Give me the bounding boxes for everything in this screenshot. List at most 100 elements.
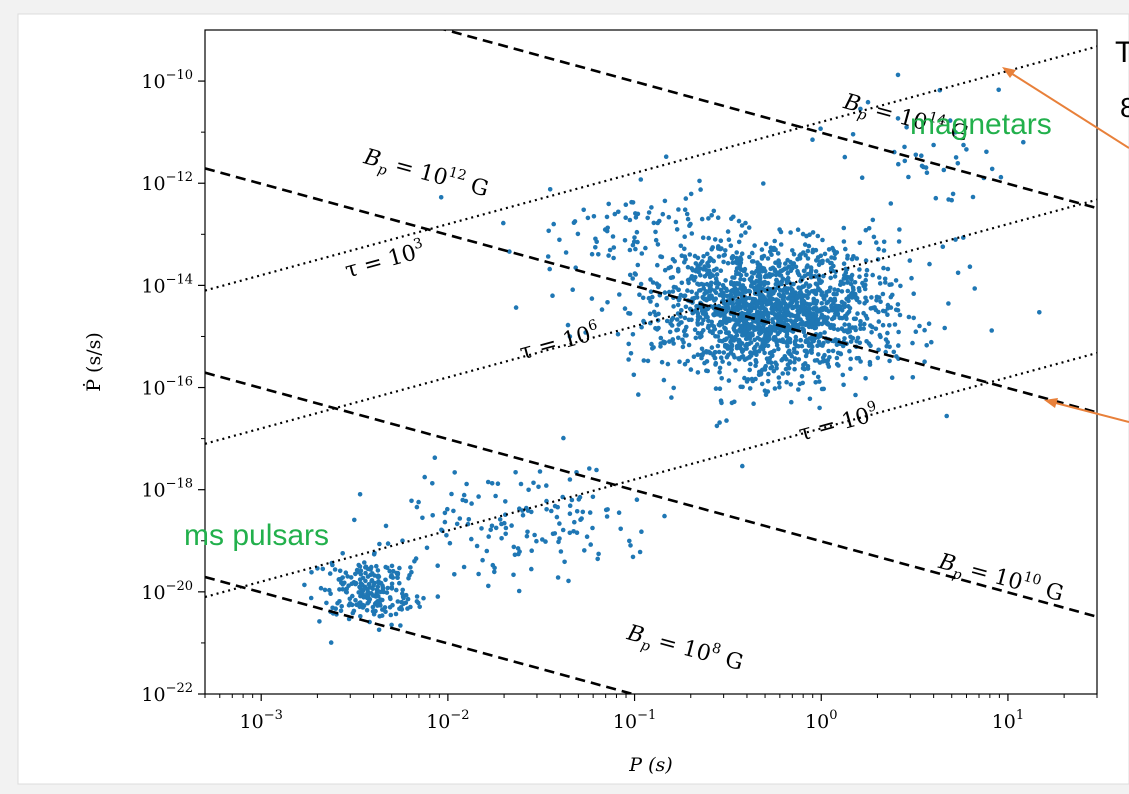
pulsar-point <box>829 255 834 260</box>
pulsar-point <box>767 357 772 363</box>
pulsar-point <box>485 479 491 485</box>
pulsar-point <box>531 480 536 486</box>
pulsar-point <box>670 275 676 280</box>
pulsar-point <box>734 250 739 255</box>
pulsar-point <box>567 530 573 536</box>
pulsar-point <box>738 273 744 278</box>
pulsar-point <box>659 359 665 365</box>
pulsar-point <box>761 253 767 259</box>
pulsar-point <box>370 586 376 592</box>
pulsar-point <box>757 279 763 285</box>
pulsar-point <box>658 254 663 259</box>
pulsar-point <box>714 272 720 277</box>
pulsar-point <box>783 304 789 310</box>
pulsar-point <box>941 167 947 173</box>
pulsar-point <box>877 275 882 280</box>
pulsar-point <box>351 608 357 614</box>
pulsar-point <box>724 336 729 342</box>
pulsar-point <box>883 280 888 285</box>
pulsar-point <box>716 254 722 259</box>
pulsar-point <box>880 322 886 328</box>
pulsar-point <box>686 342 692 348</box>
pulsar-point <box>799 343 805 349</box>
pulsar-point <box>435 563 441 568</box>
pulsar-point <box>881 239 887 245</box>
pulsar-point <box>622 306 628 311</box>
pulsar-point <box>842 154 848 160</box>
pulsar-point <box>380 597 385 603</box>
pulsar-point <box>461 492 467 498</box>
pulsar-point <box>761 266 767 271</box>
pulsar-point <box>731 214 736 220</box>
pulsar-point <box>638 281 644 287</box>
pulsar-point <box>670 315 676 321</box>
pulsar-point <box>748 277 753 283</box>
pulsar-point <box>350 593 355 599</box>
pulsar-point <box>830 348 836 354</box>
pulsar-point <box>814 282 820 288</box>
pulsar-point <box>780 337 785 342</box>
pulsar-point <box>718 355 724 361</box>
pulsar-point <box>727 333 733 339</box>
pulsar-point <box>524 533 530 539</box>
pulsar-point <box>661 339 666 345</box>
pulsar-point <box>902 144 907 150</box>
pulsar-point <box>734 266 740 271</box>
pulsar-point <box>803 353 809 359</box>
pulsar-point <box>547 266 552 272</box>
pulsar-point <box>656 325 661 331</box>
pulsar-point <box>807 396 813 402</box>
pulsar-point <box>776 380 782 386</box>
pulsar-point <box>593 245 598 250</box>
pulsar-point <box>773 328 778 333</box>
pulsar-point <box>716 349 722 355</box>
y-tick-label: 10−10 <box>141 68 193 93</box>
pulsar-point <box>863 272 869 278</box>
pulsar-point <box>658 335 664 341</box>
pulsar-point <box>788 382 794 387</box>
pulsar-point <box>356 562 362 568</box>
pulsar-point <box>725 229 731 234</box>
pulsar-point <box>746 309 751 314</box>
pulsar-point <box>692 327 698 333</box>
pulsar-point <box>352 517 357 523</box>
pulsar-point <box>596 252 601 257</box>
pulsar-point <box>682 315 688 321</box>
pulsar-point <box>834 250 840 255</box>
pulsar-point <box>772 238 777 244</box>
pulsar-point <box>395 570 401 576</box>
pulsar-point <box>813 247 819 253</box>
pulsar-point <box>781 296 786 302</box>
pulsar-point <box>360 605 366 610</box>
pulsar-point <box>536 484 541 490</box>
pulsar-point <box>841 261 847 267</box>
pulsar-point <box>796 357 802 362</box>
pulsar-point <box>618 526 623 532</box>
pulsar-point <box>759 381 765 387</box>
pulsar-point <box>816 352 821 357</box>
pulsar-point <box>626 341 631 347</box>
pulsar-point <box>627 217 633 223</box>
pulsar-point <box>383 577 388 583</box>
pulsar-point <box>558 549 564 554</box>
pulsar-point <box>805 263 810 268</box>
pulsar-point <box>424 545 430 551</box>
pulsar-point <box>605 300 610 305</box>
pulsar-point <box>751 259 756 264</box>
pulsar-point <box>676 287 681 293</box>
pulsar-point <box>792 356 798 361</box>
pulsar-point <box>953 155 959 160</box>
pulsar-point <box>511 572 516 578</box>
pulsar-point <box>726 361 732 366</box>
pulsar-point <box>432 455 438 461</box>
pulsar-point <box>785 371 791 376</box>
pulsar-point <box>763 311 769 317</box>
pulsar-point <box>414 504 420 510</box>
pulsar-point <box>332 567 338 572</box>
pulsar-point <box>567 477 573 482</box>
pulsar-point <box>681 329 687 334</box>
pulsar-point <box>897 227 902 232</box>
pulsar-point <box>735 299 741 304</box>
pulsar-point <box>575 231 581 237</box>
pulsar-point <box>555 575 561 580</box>
